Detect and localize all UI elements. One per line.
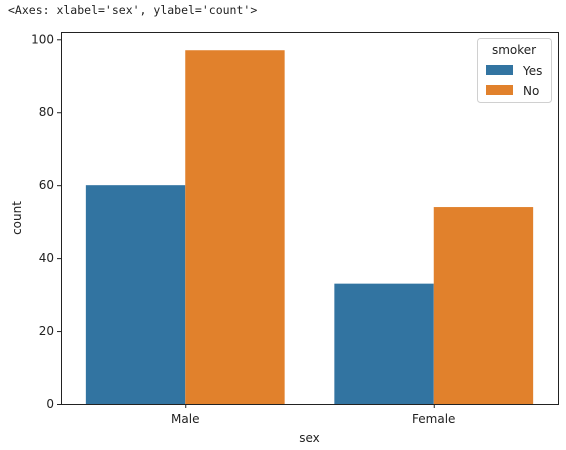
legend: smoker Yes No <box>477 38 552 103</box>
axes-repr-output: <Axes: xlabel='sex', ylabel='count'> <box>8 3 258 17</box>
x-axis-label: sex <box>299 431 320 445</box>
legend-title: smoker <box>492 43 536 57</box>
legend-label-no: No <box>523 84 539 98</box>
x-axis: Male Female <box>171 404 455 426</box>
y-tick-label: 40 <box>39 251 54 265</box>
legend-label-yes: Yes <box>522 64 542 78</box>
bar-yes-male <box>85 185 186 404</box>
bar-no-female <box>433 207 534 404</box>
bars-layer <box>85 50 534 405</box>
y-tick-label: 60 <box>39 178 54 192</box>
y-axis-label: count <box>10 201 24 235</box>
plot-frame <box>61 32 559 405</box>
legend-swatch-no <box>486 85 513 95</box>
y-tick-label: 80 <box>39 105 54 119</box>
y-tick-label: 20 <box>39 324 54 338</box>
x-tick-label-male: Male <box>171 412 199 426</box>
x-tick-label-female: Female <box>412 412 455 426</box>
y-tick-label: 0 <box>46 397 54 411</box>
bar-no-male <box>185 50 285 405</box>
y-tick-label: 100 <box>31 32 54 46</box>
bar-yes-female <box>334 283 434 404</box>
y-axis: 0 20 40 60 80 100 <box>31 32 61 411</box>
legend-swatch-yes <box>486 65 513 75</box>
